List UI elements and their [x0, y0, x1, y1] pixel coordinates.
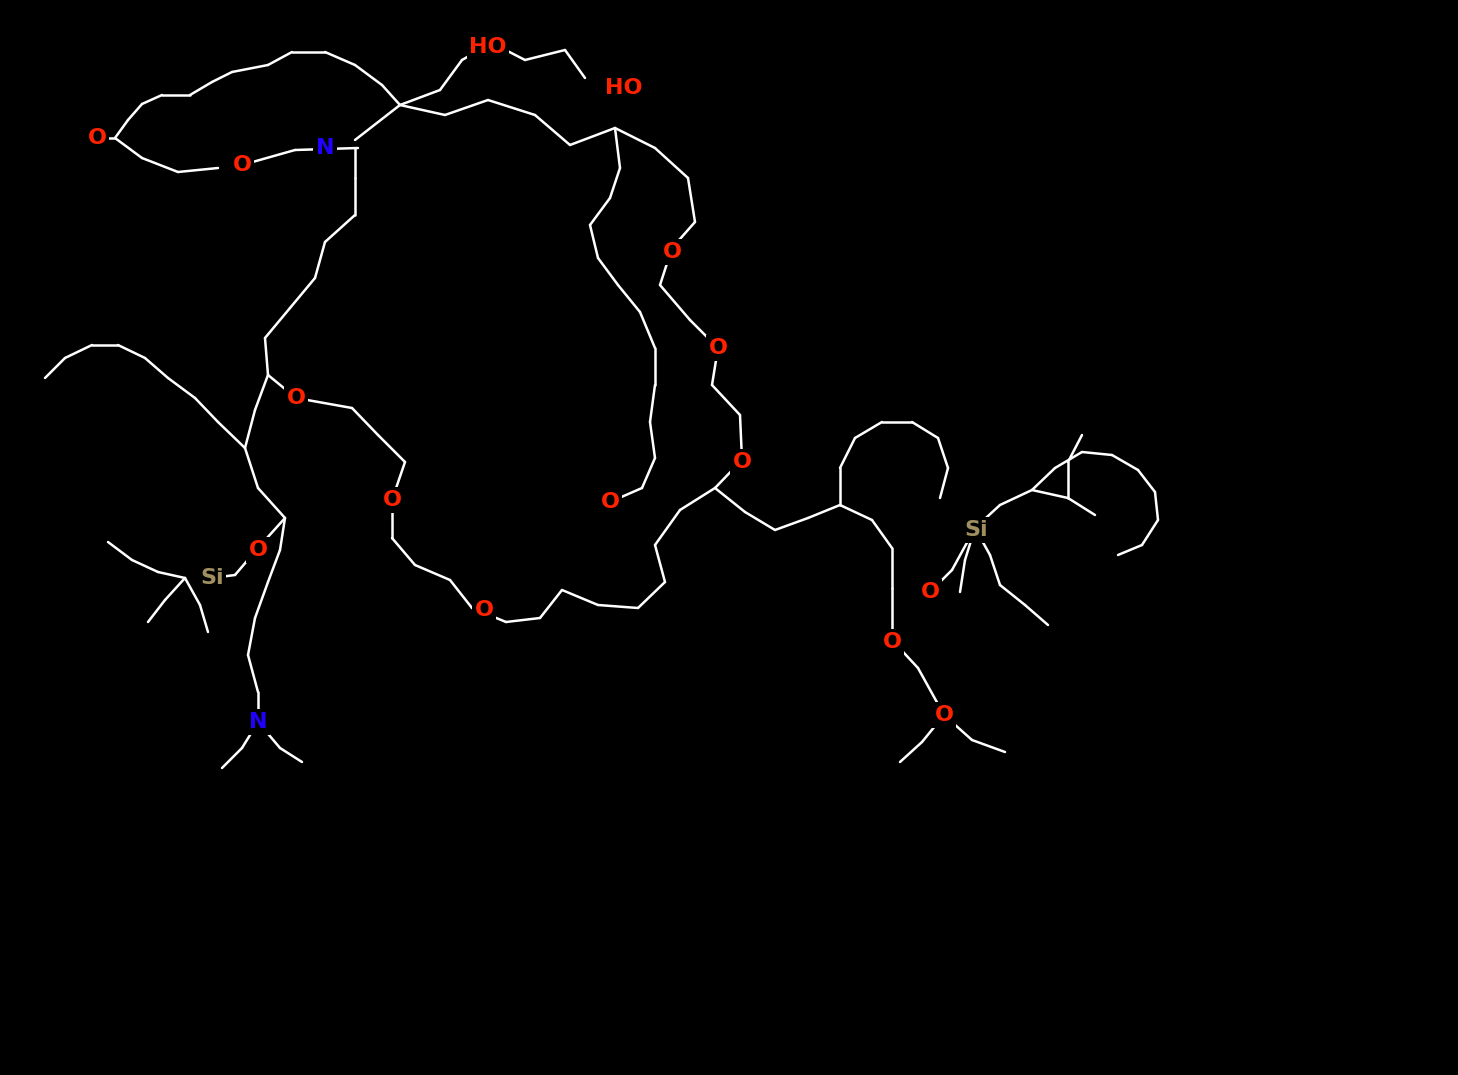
Text: Si: Si: [200, 568, 225, 588]
Text: O: O: [382, 490, 401, 510]
Text: O: O: [935, 705, 954, 725]
Text: O: O: [248, 540, 267, 560]
Text: O: O: [87, 128, 106, 148]
Text: N: N: [316, 138, 334, 158]
Text: O: O: [287, 388, 306, 408]
Text: Si: Si: [964, 520, 989, 540]
Text: N: N: [249, 712, 267, 732]
Text: HO: HO: [605, 78, 643, 98]
Text: O: O: [232, 155, 251, 175]
Text: HO: HO: [469, 37, 507, 57]
Text: O: O: [474, 600, 493, 620]
Text: O: O: [882, 632, 901, 653]
Text: O: O: [709, 338, 728, 358]
Text: O: O: [662, 242, 681, 262]
Text: O: O: [601, 492, 620, 512]
Text: O: O: [920, 582, 939, 602]
Text: O: O: [732, 452, 751, 472]
